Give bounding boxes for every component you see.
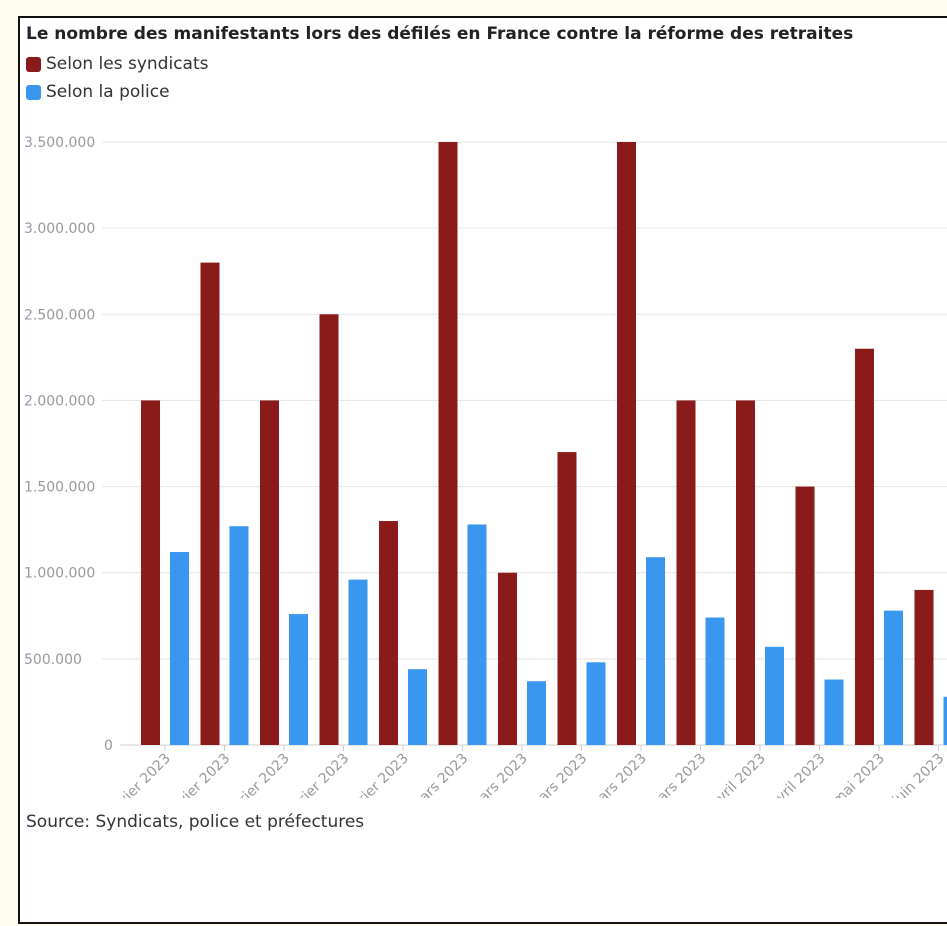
- bar-syndicats: [319, 314, 339, 745]
- bar-syndicats: [141, 400, 160, 745]
- y-tick-label: 3.500.000: [24, 135, 95, 151]
- bar-police: [527, 681, 546, 745]
- y-tick-label: 0: [104, 738, 113, 754]
- bar-police: [884, 610, 903, 745]
- y-tick-label: 1.500.000: [24, 480, 95, 496]
- legend-swatch-syndicats: [26, 56, 41, 72]
- x-tick-label: 6 juin 2023: [880, 751, 947, 798]
- bar-syndicats: [855, 348, 874, 745]
- bar-syndicats: [438, 142, 458, 745]
- x-tick-label: 6 avril 2023: [698, 751, 769, 798]
- legend-item-syndicats: Selon les syndicats: [26, 54, 209, 74]
- bar-syndicats: [617, 142, 636, 745]
- chart-title: Le nombre des manifestants lors des défi…: [26, 24, 854, 44]
- bar-syndicats: [200, 262, 220, 745]
- bar-syndicats: [379, 521, 398, 745]
- bar-police: [170, 552, 189, 745]
- bar-syndicats: [557, 452, 577, 745]
- legend-swatch-police: [26, 84, 41, 100]
- bar-syndicats: [676, 400, 696, 745]
- x-tick-label: 7 mars 2023: [397, 751, 471, 798]
- bar-syndicats: [736, 400, 755, 745]
- y-tick-label: 2.000.000: [24, 393, 95, 409]
- legend-item-police: Selon la police: [26, 82, 170, 102]
- bar-police: [765, 646, 784, 745]
- bar-police: [586, 662, 606, 745]
- source-note: Source: Syndicats, police et préfectures: [26, 812, 365, 832]
- bar-chart: 0 500.000 1.000.000 1.500.000 2.000.000 2.500…: [24, 135, 947, 798]
- y-tick-label: 2.500.000: [24, 307, 95, 323]
- bar-police: [824, 679, 844, 745]
- bar-police: [646, 557, 665, 745]
- bar-police: [467, 524, 487, 745]
- bar-police: [229, 526, 249, 745]
- bar-police: [408, 669, 427, 745]
- bar-police: [289, 614, 308, 745]
- bar-syndicats: [498, 572, 517, 745]
- bar-police: [705, 617, 725, 745]
- bar-syndicats: [260, 400, 279, 745]
- bar-police: [943, 696, 947, 745]
- y-tick-label: 3.000.000: [24, 221, 95, 237]
- chart-frame: Le nombre des manifestants lors des défi…: [18, 16, 947, 924]
- legend-label-syndicats: Selon les syndicats: [46, 54, 209, 74]
- y-tick-label: 1.000.000: [24, 566, 95, 582]
- legend-label-police: Selon la police: [46, 82, 170, 102]
- bar-police: [348, 579, 368, 745]
- x-tick-label: 19 janvier 2023: [85, 751, 174, 798]
- y-tick-label: 500.000: [24, 652, 82, 668]
- bar-syndicats: [914, 589, 934, 745]
- bar-syndicats: [795, 486, 815, 745]
